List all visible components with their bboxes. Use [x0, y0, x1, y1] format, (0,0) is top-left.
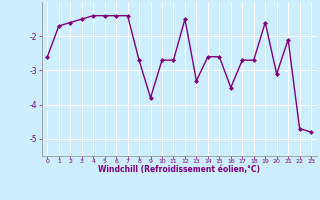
- X-axis label: Windchill (Refroidissement éolien,°C): Windchill (Refroidissement éolien,°C): [98, 165, 260, 174]
